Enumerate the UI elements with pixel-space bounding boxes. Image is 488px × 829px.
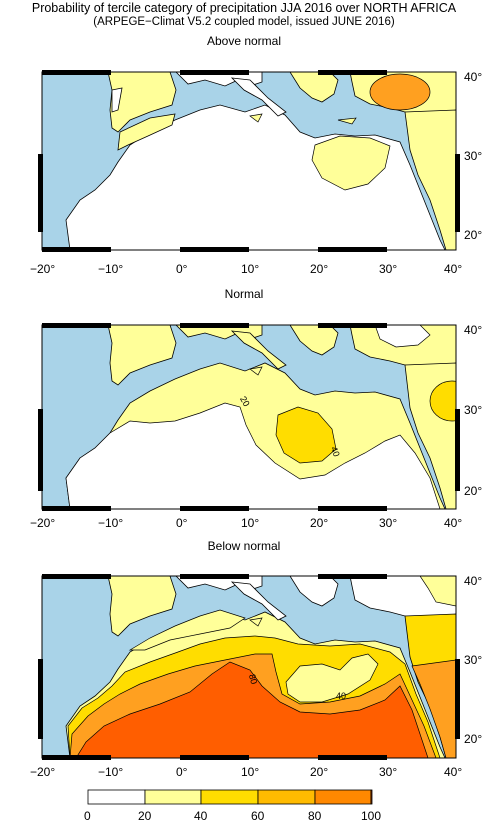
colorbar: 0 20 40 60 80 100 bbox=[0, 784, 488, 824]
land-tunisia-zone bbox=[117, 113, 176, 151]
svg-text:−20°: −20° bbox=[30, 516, 55, 530]
y-axis-labels: 40° 30° 20° bbox=[464, 574, 482, 746]
land-sicily bbox=[249, 366, 263, 376]
svg-text:60: 60 bbox=[251, 809, 265, 823]
contour-label-20: 20 bbox=[238, 395, 252, 409]
land-sicily bbox=[249, 617, 263, 627]
panel-above-normal: 40° 30° 20° −20° −10° 0° 10° 20° 30° 40° bbox=[0, 50, 488, 280]
y-axis-labels: 40° 30° 20° bbox=[464, 70, 482, 242]
x-axis-labels: −20° −10° 0° 10° 20° 30° 40° bbox=[30, 262, 462, 276]
frame-bars bbox=[38, 70, 460, 252]
svg-text:10°: 10° bbox=[241, 765, 259, 779]
normal-core-40 bbox=[275, 406, 337, 464]
svg-text:40°: 40° bbox=[464, 323, 482, 337]
contour-label-80: 80 bbox=[247, 673, 259, 685]
svg-text:−10°: −10° bbox=[98, 262, 123, 276]
land-italy bbox=[230, 77, 287, 117]
x-axis-labels: −20° −10° 0° 10° 20° 30° 40° bbox=[30, 765, 462, 779]
colorbar-ticks: 0 20 40 60 80 100 bbox=[84, 809, 381, 823]
svg-text:30°: 30° bbox=[379, 765, 397, 779]
band-80-100 bbox=[75, 661, 429, 758]
frame-bars bbox=[38, 323, 460, 511]
panel-label-normal: Normal bbox=[224, 287, 264, 301]
land-iberia bbox=[107, 576, 177, 637]
land-turkey bbox=[349, 325, 456, 370]
land-italy bbox=[230, 330, 287, 370]
svg-text:40°: 40° bbox=[464, 70, 482, 84]
panel-normal: 20 40 40° 30° 20° −20° −10° 0° 10° 20° 3… bbox=[0, 303, 488, 533]
svg-text:−20°: −20° bbox=[30, 765, 55, 779]
svg-text:0: 0 bbox=[84, 809, 91, 823]
svg-text:20°: 20° bbox=[310, 262, 328, 276]
land-north-africa-coast bbox=[128, 609, 246, 651]
panel-label-below-normal: Below normal bbox=[207, 539, 281, 553]
low-prob-north bbox=[374, 325, 431, 348]
svg-text:30°: 30° bbox=[379, 516, 397, 530]
map-below-normal: 80 40 40° 30° 20° −20° −10° 0° 10° 20° 3… bbox=[30, 574, 482, 779]
svg-text:40: 40 bbox=[194, 809, 208, 823]
svg-text:20: 20 bbox=[138, 809, 152, 823]
svg-text:40°: 40° bbox=[444, 262, 462, 276]
svg-text:30°: 30° bbox=[464, 653, 482, 667]
map-normal: 20 40 40° 30° 20° −20° −10° 0° 10° 20° 3… bbox=[30, 323, 482, 530]
svg-text:10°: 10° bbox=[241, 262, 259, 276]
svg-text:20°: 20° bbox=[464, 732, 482, 746]
colorbar-swatches bbox=[87, 789, 373, 805]
land-turkey-east bbox=[419, 576, 456, 607]
svg-text:−10°: −10° bbox=[98, 516, 123, 530]
x-axis-labels: −20° −10° 0° 10° 20° 30° 40° bbox=[30, 516, 462, 530]
land-iberia bbox=[107, 325, 177, 386]
map-subtitle: (ARPEGE−Climat V5.2 coupled model, issue… bbox=[93, 16, 395, 28]
svg-text:80: 80 bbox=[308, 809, 322, 823]
svg-text:10°: 10° bbox=[241, 516, 259, 530]
contour-label-40: 40 bbox=[336, 691, 346, 701]
land-iberia-coast bbox=[111, 87, 123, 113]
arabia-core-40 bbox=[429, 380, 456, 422]
svg-text:30°: 30° bbox=[464, 403, 482, 417]
svg-text:30°: 30° bbox=[379, 262, 397, 276]
svg-text:30°: 30° bbox=[464, 149, 482, 163]
land-arabia bbox=[404, 109, 456, 250]
svg-text:100: 100 bbox=[361, 809, 381, 823]
panel-below-normal: 80 40 40° 30° 20° −20° −10° 0° 10° 20° 3… bbox=[0, 554, 488, 784]
map-title: Probability of tercile category of preci… bbox=[31, 1, 457, 15]
y-axis-labels: 40° 30° 20° bbox=[464, 323, 482, 498]
svg-text:0°: 0° bbox=[176, 765, 188, 779]
low-prob-west bbox=[65, 402, 441, 509]
svg-text:20°: 20° bbox=[310, 516, 328, 530]
land-iberia bbox=[107, 72, 177, 133]
land-sicily bbox=[249, 113, 263, 123]
land-crete bbox=[337, 117, 357, 125]
low-prob-center bbox=[285, 653, 379, 703]
svg-text:40°: 40° bbox=[444, 765, 462, 779]
svg-text:40°: 40° bbox=[464, 574, 482, 588]
svg-text:0°: 0° bbox=[176, 516, 188, 530]
land-italy bbox=[230, 581, 287, 621]
svg-text:20°: 20° bbox=[464, 484, 482, 498]
svg-text:−10°: −10° bbox=[98, 765, 123, 779]
svg-text:20°: 20° bbox=[310, 765, 328, 779]
svg-text:40°: 40° bbox=[444, 516, 462, 530]
above-hotspot bbox=[369, 73, 431, 111]
frame-bars bbox=[38, 574, 460, 760]
svg-text:20°: 20° bbox=[464, 228, 482, 242]
svg-text:0°: 0° bbox=[176, 262, 188, 276]
panel-label-above-normal: Above normal bbox=[206, 34, 282, 48]
arabia-south-60 bbox=[411, 659, 456, 758]
map-above-normal: 40° 30° 20° −20° −10° 0° 10° 20° 30° 40° bbox=[30, 70, 482, 276]
svg-text:−20°: −20° bbox=[30, 262, 55, 276]
contour-label-40: 40 bbox=[329, 445, 342, 458]
land-east-zone bbox=[311, 135, 391, 191]
